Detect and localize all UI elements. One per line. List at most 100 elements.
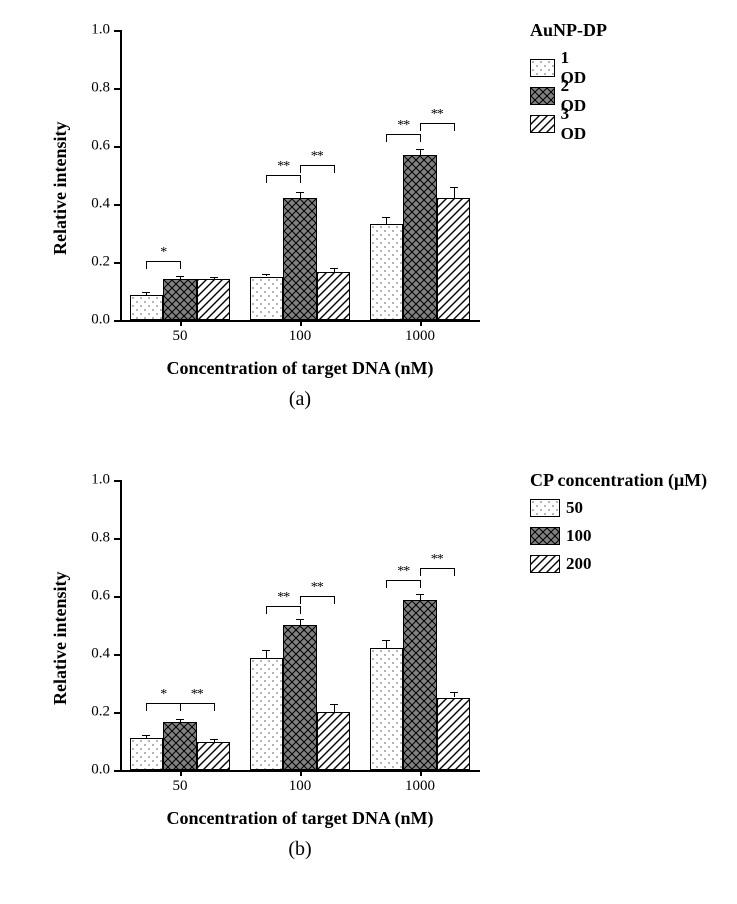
bar: [283, 625, 317, 770]
significance-bracket: [266, 175, 300, 176]
x-tick: [180, 770, 182, 776]
x-tick: [180, 320, 182, 326]
bar: [437, 198, 471, 320]
bar: [197, 742, 231, 770]
bar: [403, 600, 437, 770]
y-axis: [120, 30, 122, 320]
significance-label: **: [397, 118, 409, 134]
y-tick: [114, 320, 120, 322]
significance-bracket: [420, 568, 454, 569]
y-tick: [114, 654, 120, 656]
bar: [130, 738, 164, 770]
significance-bracket-end: [386, 134, 387, 142]
significance-bracket-end: [266, 175, 267, 183]
significance-bracket: [146, 261, 180, 262]
significance-label: **: [311, 580, 323, 596]
significance-label: **: [277, 159, 289, 175]
y-tick-label: 1.0: [70, 472, 110, 489]
legend-item: 100: [530, 526, 592, 546]
panel-caption: (a): [120, 388, 480, 411]
error-bar-cap: [262, 274, 270, 275]
y-axis-label: Relative intensity: [50, 572, 71, 705]
bar: [437, 698, 471, 771]
x-tick-label: 100: [289, 328, 312, 345]
y-tick-label: 0.8: [70, 530, 110, 547]
y-tick-label: 0.4: [70, 646, 110, 663]
error-bar: [454, 187, 455, 199]
significance-label: **: [431, 107, 443, 123]
bar: [403, 155, 437, 320]
significance-bracket-end: [386, 580, 387, 588]
significance-bracket-end: [420, 568, 421, 576]
legend-swatch: [530, 87, 555, 105]
significance-label: **: [397, 564, 409, 580]
significance-bracket: [386, 134, 420, 135]
significance-label: *: [160, 245, 166, 261]
error-bar-cap: [262, 650, 270, 651]
error-bar: [386, 217, 387, 224]
y-tick-label: 0.6: [70, 588, 110, 605]
legend-title: CP concentration (μM): [530, 470, 707, 491]
error-bar-cap: [450, 187, 458, 188]
bar: [370, 224, 404, 320]
significance-bracket-end: [180, 703, 181, 711]
significance-bracket: [386, 580, 420, 581]
bar: [163, 279, 197, 320]
significance-bracket-end: [214, 703, 215, 711]
significance-label: **: [311, 149, 323, 165]
error-bar-cap: [450, 692, 458, 693]
bar: [163, 722, 197, 770]
legend-item: 50: [530, 498, 583, 518]
significance-bracket-end: [300, 175, 301, 183]
significance-bracket-end: [454, 568, 455, 576]
bar: [130, 295, 164, 320]
x-tick-label: 1000: [405, 778, 435, 795]
figure-root: 0.0 0.2 0.4 0.6 0.8 1.0 Relative intensity 50 10…: [0, 0, 737, 904]
legend-label: 100: [566, 526, 592, 546]
significance-bracket-end: [300, 165, 301, 173]
x-tick: [420, 320, 422, 326]
significance-bracket: [300, 596, 334, 597]
y-tick: [114, 262, 120, 264]
significance-bracket-end: [180, 261, 181, 269]
error-bar-cap: [416, 149, 424, 150]
y-axis-label: Relative intensity: [50, 122, 71, 255]
panel-caption: (b): [120, 838, 480, 861]
x-tick-label: 50: [173, 778, 188, 795]
y-tick: [114, 146, 120, 148]
significance-bracket-end: [146, 261, 147, 269]
bar: [250, 658, 284, 770]
error-bar-cap: [142, 292, 150, 293]
y-tick: [114, 480, 120, 482]
significance-bracket: [300, 165, 334, 166]
legend-label: 3 OD: [561, 104, 592, 144]
error-bar-cap: [382, 640, 390, 641]
error-bar-cap: [210, 739, 218, 740]
y-tick-label: 0.2: [70, 704, 110, 721]
significance-bracket-end: [266, 606, 267, 614]
error-bar-cap: [210, 277, 218, 278]
significance-bracket-end: [300, 606, 301, 614]
legend-item: 200: [530, 554, 592, 574]
significance-bracket-end: [146, 703, 147, 711]
x-tick: [300, 770, 302, 776]
significance-bracket-end: [334, 596, 335, 604]
error-bar-cap: [176, 276, 184, 277]
bar: [197, 279, 231, 320]
y-tick-label: 0.4: [70, 196, 110, 213]
legend-swatch: [530, 555, 560, 573]
y-tick-label: 0.0: [70, 312, 110, 329]
y-tick: [114, 712, 120, 714]
legend-swatch: [530, 59, 555, 77]
legend-swatch: [530, 115, 555, 133]
error-bar-cap: [330, 268, 338, 269]
legend-item: 3 OD: [530, 104, 592, 144]
significance-bracket: [420, 123, 454, 124]
significance-bracket: [266, 606, 300, 607]
y-tick: [114, 770, 120, 772]
legend-label: 50: [566, 498, 583, 518]
y-axis: [120, 480, 122, 770]
significance-bracket: [180, 703, 214, 704]
significance-label: **: [191, 687, 203, 703]
bar: [317, 272, 351, 320]
